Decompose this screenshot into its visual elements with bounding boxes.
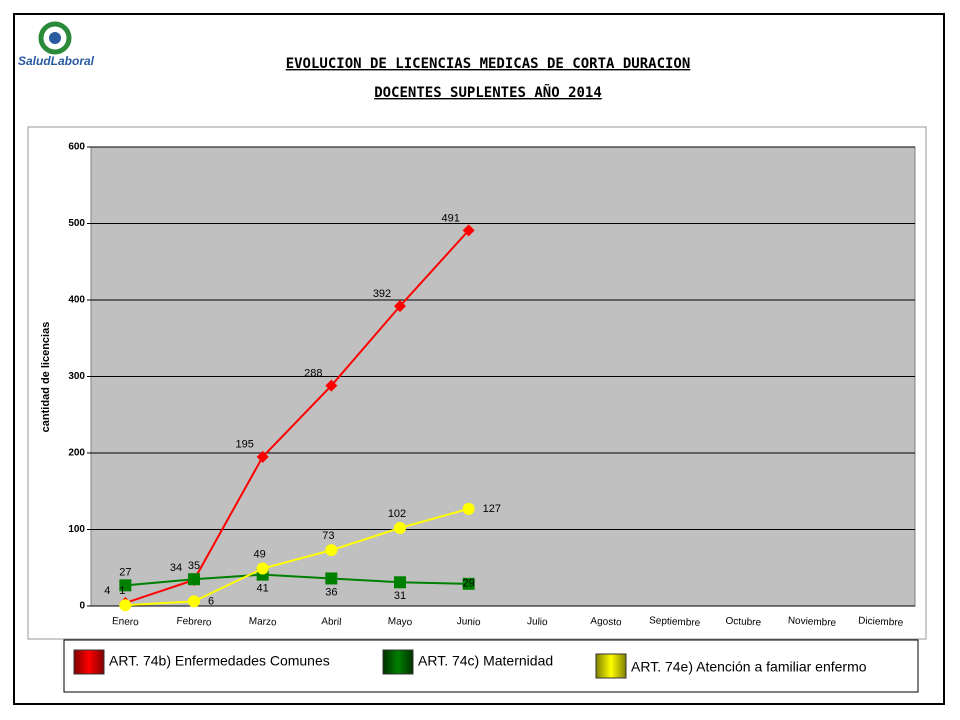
data-label: 127 [483, 503, 501, 515]
chart-subtitle: DOCENTES SUPLENTES AÑO 2014 [374, 84, 602, 101]
x-tick-label: Abril [321, 616, 342, 628]
data-label: 6 [208, 595, 214, 607]
x-tick-label: Marzo [248, 616, 277, 628]
data-label: 73 [322, 530, 334, 542]
data-label: 41 [257, 583, 269, 595]
data-label: 34 [170, 562, 182, 574]
data-label: 35 [188, 560, 200, 572]
x-tick-label: Mayo [387, 616, 412, 628]
legend-label: ART. 74e) Atención a familiar enfermo [631, 659, 867, 675]
y-tick-label: 500 [68, 218, 85, 229]
legend-label: ART. 74c) Maternidad [418, 653, 553, 669]
marker [119, 579, 132, 592]
x-tick-label: Febrero [176, 616, 212, 629]
legend-label: ART. 74b) Enfermedades Comunes [109, 653, 330, 669]
x-tick-label: Septiembre [649, 615, 701, 629]
series-line [125, 229, 470, 604]
legend [63, 639, 919, 693]
y-tick-label: 0 [79, 601, 85, 612]
marker [394, 300, 406, 313]
chart-title: EVOLUCION DE LICENCIAS MEDICAS DE CORTA … [286, 56, 691, 72]
data-label: 102 [388, 508, 406, 520]
x-tick-label: Octubre [725, 616, 762, 629]
data-label: 4 [104, 585, 110, 597]
data-label: 49 [254, 548, 266, 560]
data-label: 36 [325, 586, 337, 598]
y-axis-label: cantidad de licencias [40, 322, 52, 433]
data-label: 195 [235, 439, 253, 451]
marker [394, 576, 406, 589]
marker [325, 379, 338, 392]
logo-icon [38, 21, 72, 55]
x-tick-label: Noviembre [788, 615, 837, 629]
marker [119, 599, 132, 612]
y-tick-label: 100 [68, 524, 85, 535]
marker [188, 573, 200, 586]
series-line [125, 507, 469, 607]
x-tick-label: Junio [456, 616, 481, 628]
series-line [125, 573, 469, 587]
marker [325, 572, 338, 585]
data-label: 288 [304, 368, 322, 380]
marker [394, 521, 406, 534]
marker [462, 502, 475, 515]
x-tick-label: Enero [112, 616, 140, 628]
y-tick-label: 200 [68, 448, 85, 459]
legend-swatch [73, 649, 105, 675]
marker [325, 544, 338, 557]
y-tick-label: 400 [68, 295, 85, 306]
marker [256, 450, 269, 463]
logo-text: SaludLaboral [18, 54, 95, 68]
x-tick-label: Diciembre [858, 615, 904, 628]
x-tick-label: Agosto [590, 616, 622, 629]
y-tick-label: 300 [68, 371, 85, 382]
data-label: 392 [373, 288, 391, 300]
marker [462, 577, 475, 590]
data-label: 29 [463, 578, 475, 590]
marker [256, 562, 269, 575]
legend-swatch [595, 653, 627, 679]
y-tick-label: 600 [68, 142, 85, 153]
data-label: 27 [119, 566, 131, 578]
marker [188, 595, 200, 608]
data-label: 1 [119, 585, 125, 597]
data-label: 491 [441, 212, 459, 224]
data-label: 31 [394, 590, 406, 602]
legend-swatch [382, 649, 414, 675]
marker [462, 224, 475, 237]
x-tick-label: Julio [527, 616, 549, 628]
